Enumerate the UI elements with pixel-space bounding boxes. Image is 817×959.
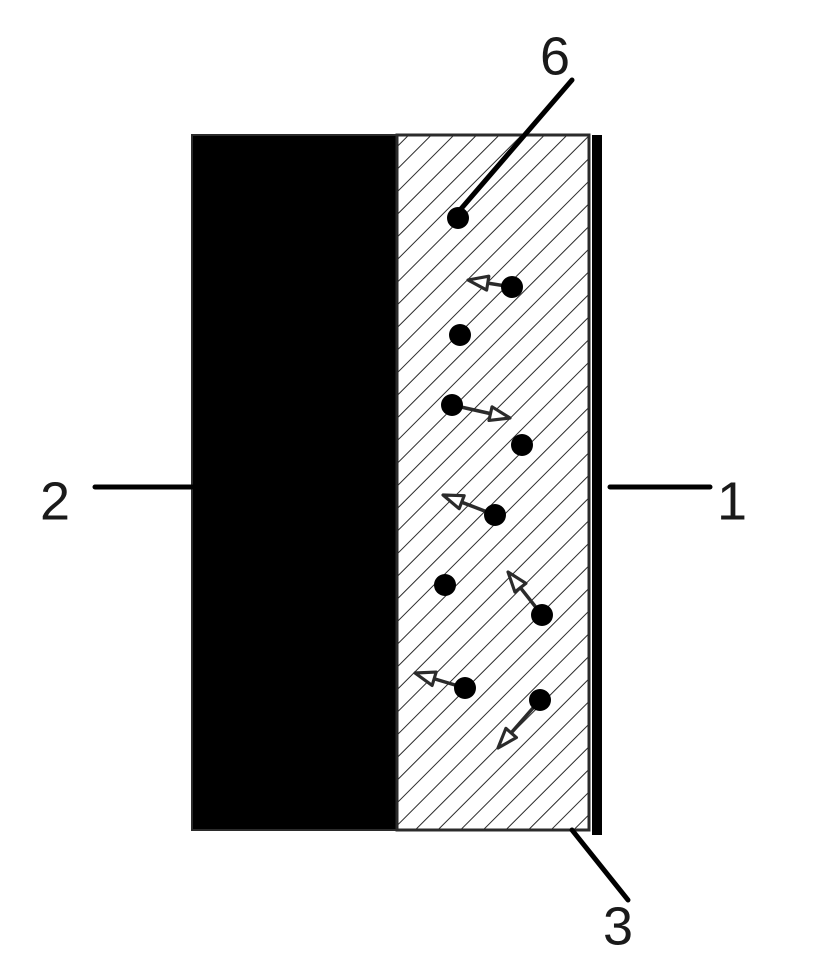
particle-dot	[449, 324, 471, 346]
hatched-layer	[397, 135, 589, 830]
particle-dot	[454, 677, 476, 699]
particle-dot	[529, 689, 551, 711]
particle-dot	[511, 434, 533, 456]
particle-dot	[484, 504, 506, 526]
solid-layer	[192, 135, 397, 830]
label-right: 1	[717, 471, 747, 531]
label-top: 6	[540, 26, 570, 86]
label-left: 2	[40, 471, 70, 531]
label-bottom: 3	[603, 896, 633, 956]
particle-dot	[441, 394, 463, 416]
right-bar	[592, 135, 602, 835]
leader-line-bottom	[572, 830, 628, 900]
particle-dot	[531, 604, 553, 626]
particle-dot	[501, 276, 523, 298]
particle-dot	[434, 574, 456, 596]
